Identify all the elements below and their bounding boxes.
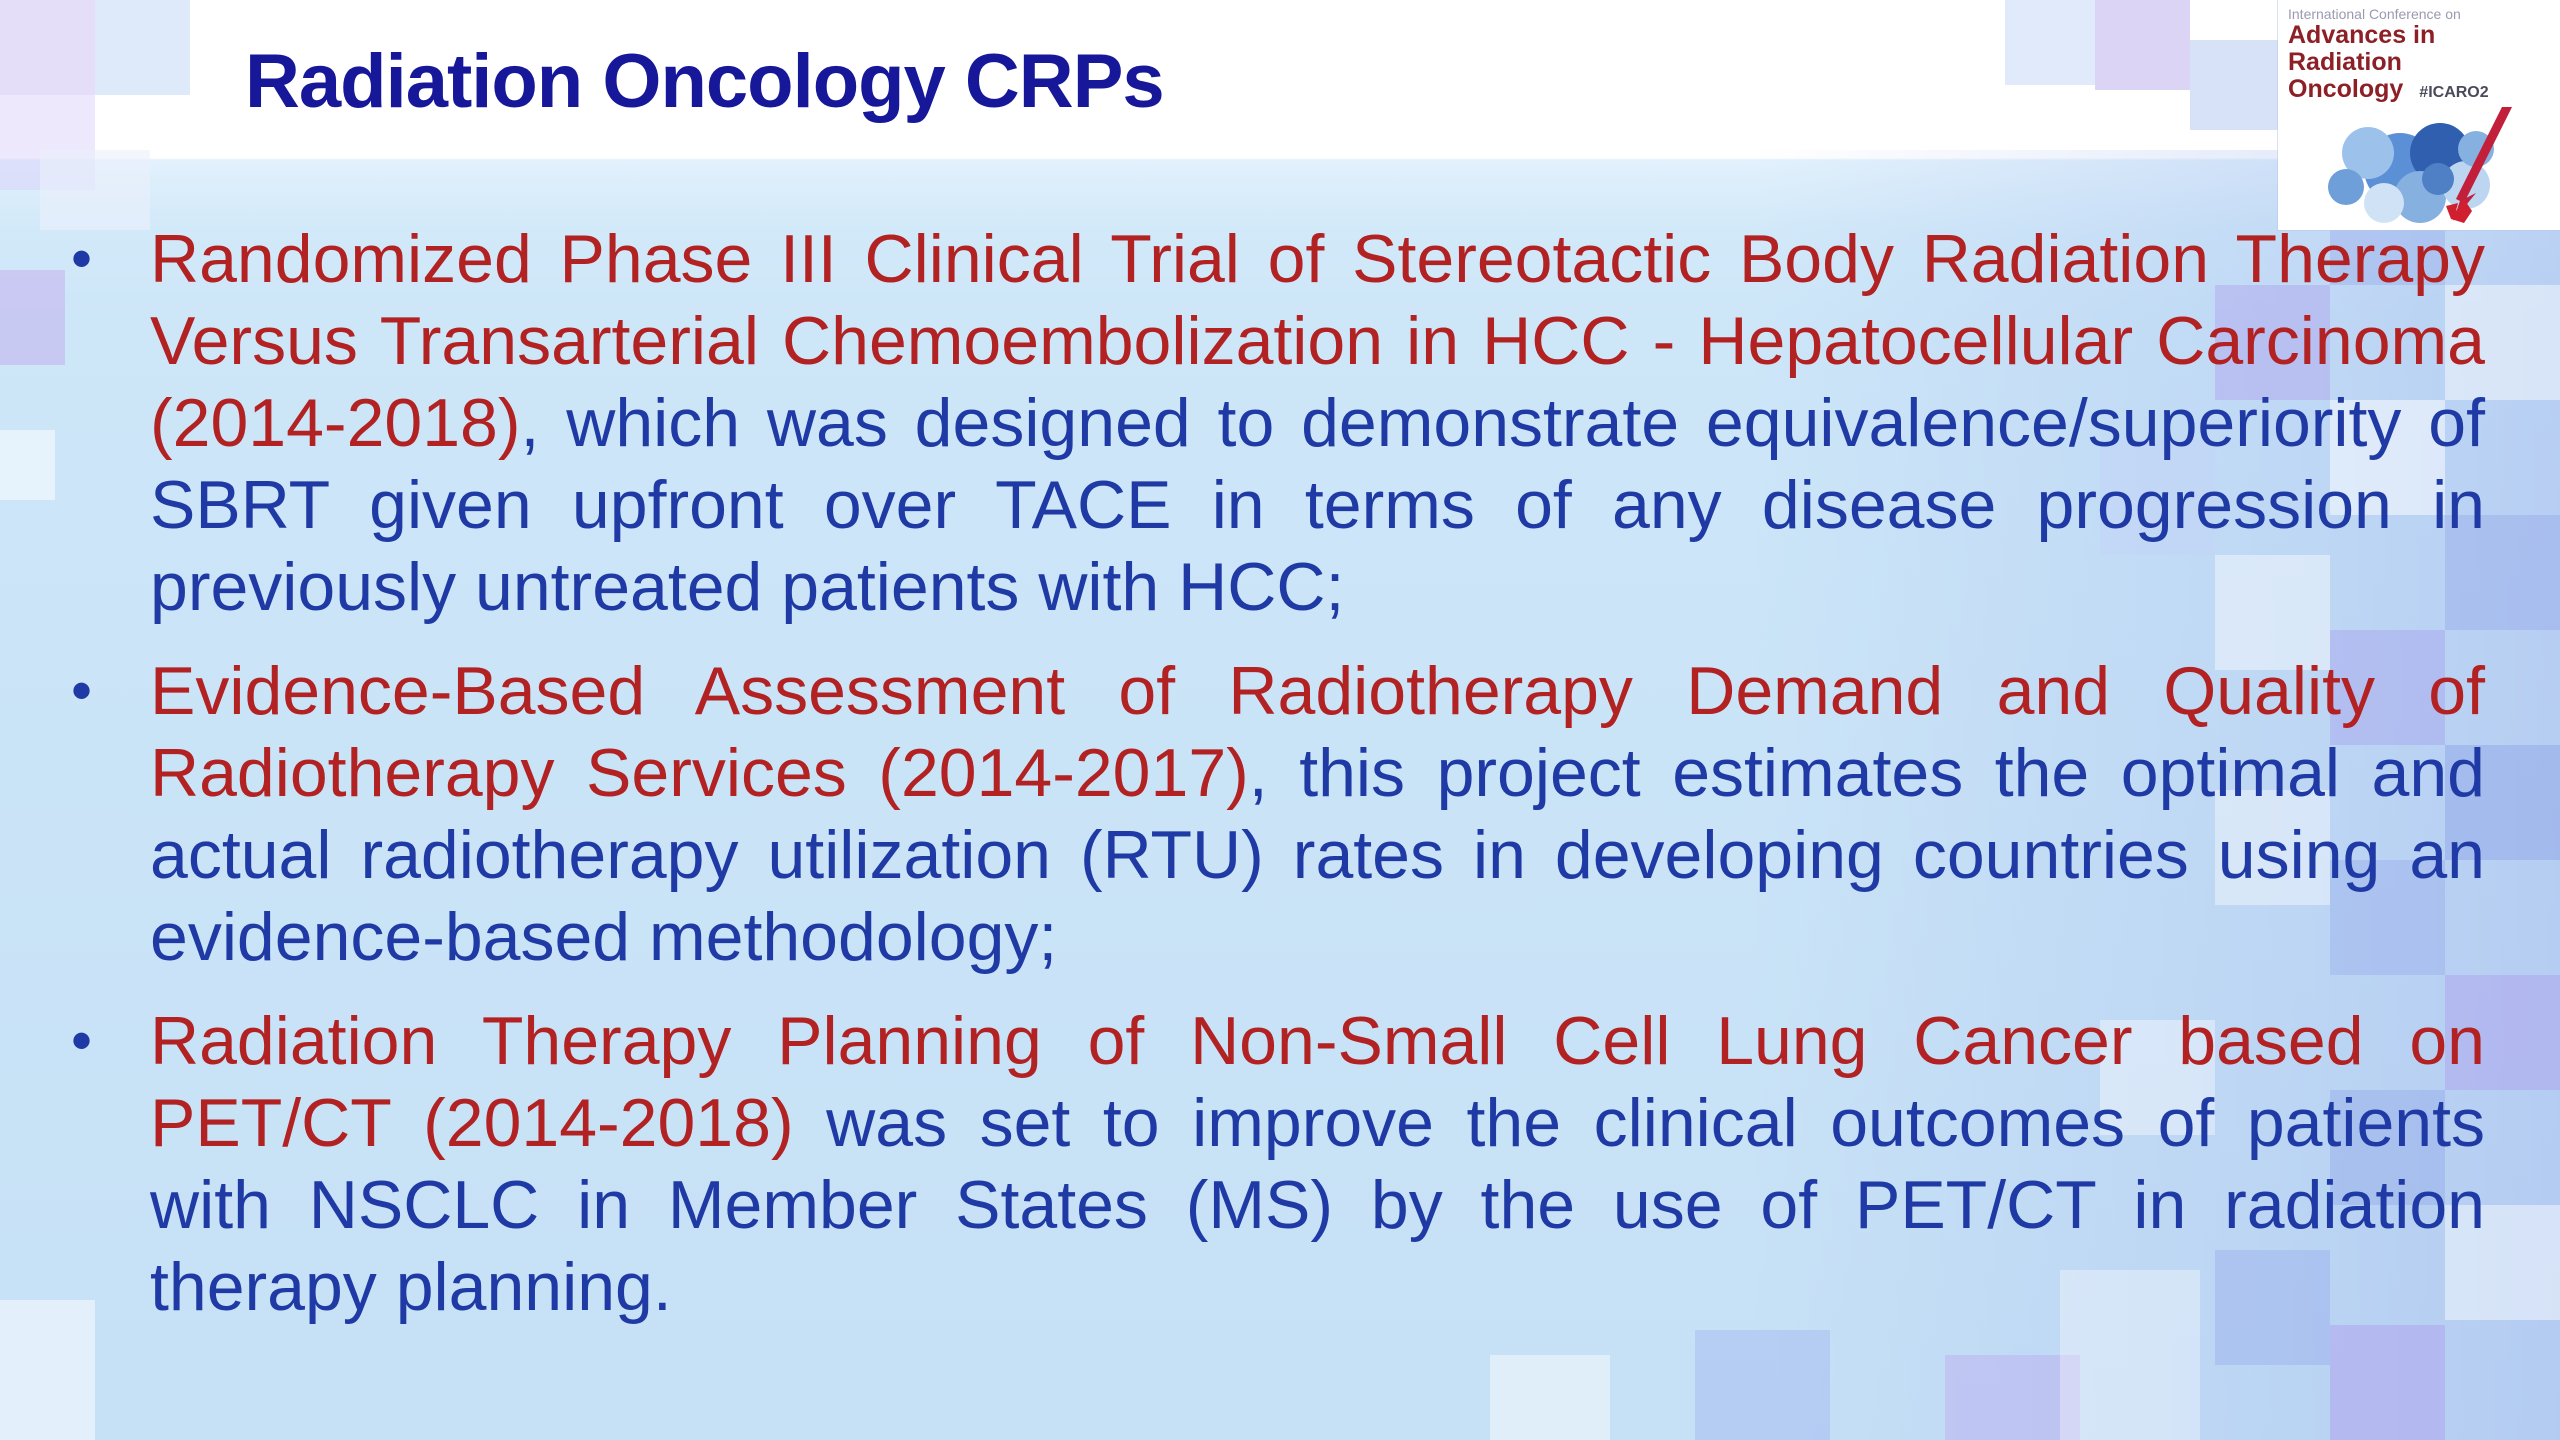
icaro-conference-logo: International Conference on Advances in … <box>2278 0 2560 230</box>
logo-conference-line: International Conference on <box>2288 6 2461 22</box>
mosaic-tile <box>0 270 65 365</box>
bullet-highlight-text: Radiation Therapy Planning of Non-Small … <box>150 1003 2485 1161</box>
logo-hashtag: #ICARO2 <box>2419 84 2489 101</box>
bullet-highlight-text: Evidence-Based Assessment of Radiotherap… <box>150 653 2485 811</box>
bullet-list: Randomized Phase III Clinical Trial of S… <box>65 218 2485 1328</box>
mosaic-tile <box>1945 1355 2080 1440</box>
logo-title-line: Advances in Radiation <box>2288 21 2436 76</box>
logo-oncology-label: Oncology <box>2288 75 2404 103</box>
mosaic-tile <box>2190 40 2285 130</box>
bullet-body-text: was set to improve the clinical outcomes… <box>150 1085 2486 1325</box>
bullet-item-radiotherapy-demand: Evidence-Based Assessment of Radiotherap… <box>65 650 2485 978</box>
slide-title: Radiation Oncology CRPs <box>245 39 1165 124</box>
mosaic-tile <box>2095 0 2190 90</box>
slide-body: Randomized Phase III Clinical Trial of S… <box>65 218 2485 1328</box>
mosaic-tile <box>0 95 95 190</box>
red-arrow-icon <box>2446 107 2513 223</box>
mosaic-tile <box>95 0 190 95</box>
mosaic-tile <box>1490 1355 1610 1440</box>
bullet-item-sbrt-tace: Randomized Phase III Clinical Trial of S… <box>65 218 2485 628</box>
mosaic-tile <box>0 0 95 95</box>
mosaic-tile <box>1695 1330 1830 1440</box>
mosaic-tile <box>2330 1325 2445 1440</box>
bullet-body-text: , which was designed to demonstrate equi… <box>150 385 2485 625</box>
bullet-item-nsclc-petct: Radiation Therapy Planning of Non-Small … <box>65 1000 2485 1328</box>
mosaic-tile <box>0 430 55 500</box>
bullet-body-text: , this project estimates the optimal and… <box>150 735 2485 975</box>
brain-network-icon <box>2328 107 2513 223</box>
mosaic-tile <box>2005 0 2095 85</box>
bullet-highlight-text: Randomized Phase III Clinical Trial of S… <box>150 221 2485 461</box>
